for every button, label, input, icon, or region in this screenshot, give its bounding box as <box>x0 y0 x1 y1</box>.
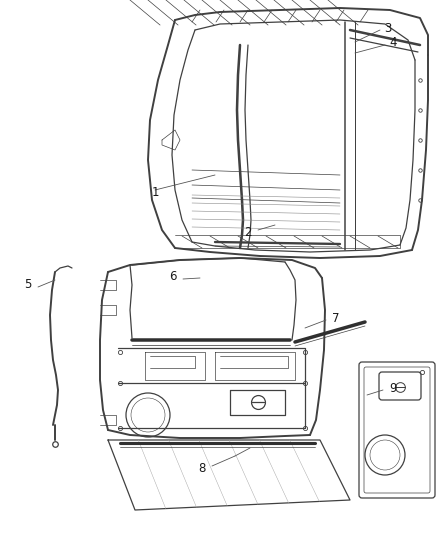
Text: 2: 2 <box>244 225 252 238</box>
Text: 6: 6 <box>169 271 177 284</box>
Text: 9: 9 <box>389 382 397 394</box>
Text: 4: 4 <box>389 36 397 50</box>
Text: 7: 7 <box>332 311 340 325</box>
Text: 5: 5 <box>25 279 32 292</box>
Text: 3: 3 <box>384 21 392 35</box>
Text: 1: 1 <box>151 185 159 198</box>
Text: 8: 8 <box>198 462 206 474</box>
